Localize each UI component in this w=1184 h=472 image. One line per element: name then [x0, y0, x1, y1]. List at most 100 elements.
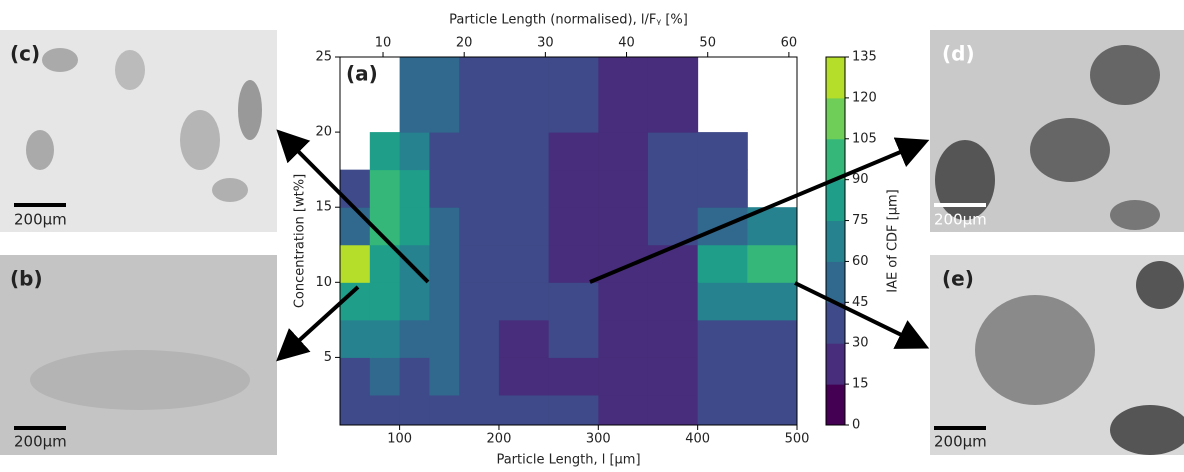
contour-cell: [747, 282, 798, 321]
contour-cell: [548, 282, 599, 321]
contour-cell: [548, 169, 599, 208]
scale-bar-label: 200μm: [14, 433, 67, 451]
contour-cell: [369, 394, 401, 426]
contour-cell: [369, 357, 401, 396]
contour-cell: [697, 394, 748, 426]
contour-cell: [369, 319, 401, 358]
contour-cell: [697, 132, 748, 171]
colorbar-label: IAE of CDF [μm]: [886, 189, 901, 293]
contour-cell: [399, 207, 430, 246]
contour-cell: [459, 357, 500, 396]
contour-cell: [459, 244, 500, 283]
contour-cell: [647, 244, 699, 283]
x-tick-label: 500: [785, 432, 810, 447]
colorbar-segment: [826, 261, 845, 303]
scale-bar-label: 200μm: [934, 211, 987, 229]
contour-cell: [598, 57, 649, 133]
colorbar-tick-label: 15: [852, 377, 869, 392]
contour-cell: [498, 319, 550, 358]
contour-cell: [498, 207, 550, 246]
y-tick-label: 5: [324, 350, 332, 365]
x2-axis-label: Particle Length (normalised), l/Fᵧ [%]: [449, 13, 688, 28]
plot-frame: [339, 56, 798, 426]
contour-cell: [747, 357, 798, 396]
contour-cell: [429, 394, 460, 426]
contour-cell: [548, 244, 599, 283]
contour-cell: [399, 132, 430, 171]
contour-cell: [498, 169, 550, 208]
colorbar-segment: [826, 179, 845, 222]
panel-label: (e): [942, 267, 974, 291]
colorbar-segment: [826, 97, 845, 140]
x-tick-label: 200: [487, 432, 512, 447]
contour-cell: [459, 132, 500, 171]
contour-cell: [429, 57, 460, 133]
colorbar-segment: [826, 138, 845, 181]
contour-cell: [399, 319, 430, 358]
panel-label: (a): [346, 62, 378, 86]
contour-cell: [429, 169, 460, 208]
contour-cell: [598, 357, 649, 396]
contour-cell: [459, 57, 500, 133]
x2-tick-label: 40: [618, 36, 635, 51]
y-tick-label: 25: [315, 50, 332, 65]
contour-cell: [369, 282, 401, 321]
x2-tick-label: 50: [699, 36, 716, 51]
contour-cell: [598, 207, 649, 246]
contour-cell: [459, 394, 500, 426]
x2-tick-label: 30: [537, 36, 554, 51]
contour-cell: [498, 282, 550, 321]
contour-cell: [399, 282, 430, 321]
scale-bar-label: 200μm: [934, 433, 987, 451]
arrows: [276, 129, 930, 362]
colorbar-tick-label: 90: [852, 172, 869, 187]
contour-cell: [548, 357, 599, 396]
contour-cell: [429, 357, 460, 396]
colorbar-segment: [826, 302, 845, 344]
y-tick-label: 15: [315, 200, 332, 215]
colorbar-tick-label: 105: [852, 131, 877, 146]
contour-cell: [647, 282, 699, 321]
colorbar-frame: [825, 56, 846, 426]
contour-cell: [647, 57, 699, 133]
contour-cell: [459, 169, 500, 208]
contour-cell: [340, 207, 371, 246]
contour-cell: [647, 169, 699, 208]
contour-cell: [498, 357, 550, 396]
contour-cell: [429, 244, 460, 283]
colorbar-segment: [826, 57, 845, 99]
x2-tick-label: 20: [456, 36, 473, 51]
contour-cell: [647, 394, 699, 426]
contour-cell: [459, 319, 500, 358]
x-tick-label: 400: [685, 432, 710, 447]
contour-cell: [548, 132, 599, 171]
contour-cell: [459, 282, 500, 321]
x-tick-label: 300: [586, 432, 611, 447]
contour-cell: [697, 282, 748, 321]
contour-cell: [548, 319, 599, 358]
contour-cell: [548, 394, 599, 426]
colorbar-tick-label: 0: [852, 418, 860, 433]
colorbar-segment: [826, 384, 845, 426]
x-axis-label: Particle Length, l [μm]: [496, 453, 640, 468]
contour-cell: [340, 319, 371, 358]
panel-label: (c): [10, 42, 40, 66]
contour-cell: [697, 357, 748, 396]
colorbar-segment: [826, 220, 845, 262]
x2-tick-label: 60: [781, 36, 798, 51]
contour-cell: [459, 207, 500, 246]
contour-cell: [697, 319, 748, 358]
micrograph-c: (c) 200μm: [0, 30, 277, 232]
contour-cell: [548, 207, 599, 246]
contour-cell: [697, 244, 748, 283]
contour-cell: [369, 169, 401, 208]
contour-cell: [598, 169, 649, 208]
colorbar-tick-label: 60: [852, 254, 869, 269]
contour-cell: [498, 244, 550, 283]
contour-cell: [598, 319, 649, 358]
contour-cell: [429, 282, 460, 321]
micrograph-d: (d) 200μm: [930, 30, 1184, 232]
contour-cell: [429, 207, 460, 246]
contour-cell: [399, 169, 430, 208]
contour-cell: [747, 319, 798, 358]
